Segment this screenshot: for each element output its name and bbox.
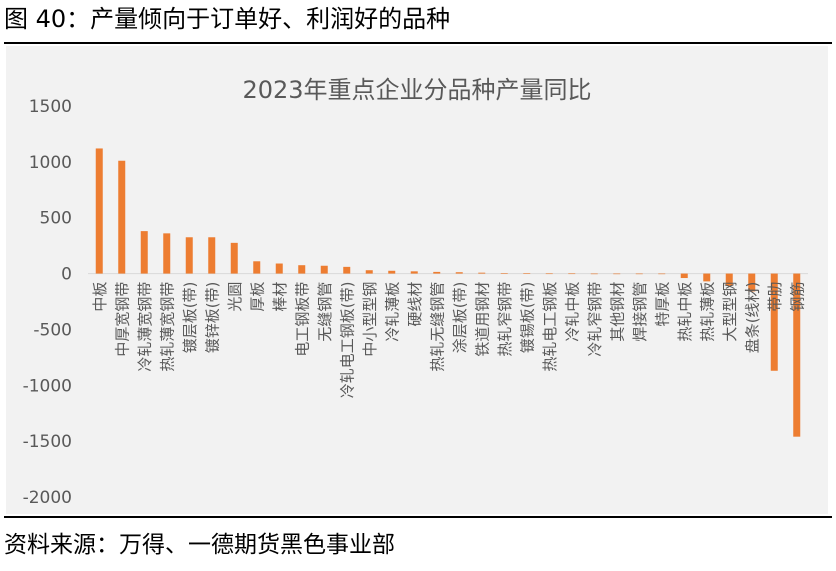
y-tick-label: -500 <box>33 320 72 340</box>
bottom-divider <box>4 516 832 518</box>
x-category-label: 镀锌板(带) <box>204 282 222 354</box>
x-category-label: 热轧薄板 <box>699 282 717 342</box>
bar <box>635 273 643 275</box>
y-tick-label: 1500 <box>29 97 72 117</box>
bar <box>208 237 216 274</box>
bar <box>410 271 418 274</box>
bar <box>433 271 441 274</box>
x-category-label: 其他钢材 <box>609 282 627 342</box>
x-category-label: 带肋 <box>766 282 784 312</box>
x-category-label: 焊接钢管 <box>631 282 649 342</box>
x-category-label: 无缝钢管 <box>316 282 334 342</box>
bar <box>455 272 463 274</box>
y-tick-label: 500 <box>40 209 72 229</box>
x-category-label: 热轧无缝钢管 <box>429 282 447 372</box>
x-category-label: 厚板 <box>249 282 267 312</box>
bar <box>613 273 621 275</box>
bar <box>680 273 688 279</box>
bar <box>523 273 531 274</box>
bar <box>163 233 171 274</box>
x-category-label: 电工钢板带 <box>294 282 312 357</box>
x-axis-labels: 中板 中厚宽钢带 冷轧薄宽钢带 热轧薄宽钢带 镀层板(带) 镀锌板(带) 光圆 厚板 棒材 电工钢… <box>91 282 807 399</box>
x-category-label: 镀层板(带) <box>181 282 199 354</box>
x-category-label: 特厚板 <box>654 282 672 327</box>
bar <box>748 273 756 292</box>
bar <box>365 270 373 274</box>
bar-series <box>95 148 801 437</box>
x-category-label: 冷轧电工钢板(带) <box>339 282 357 399</box>
x-category-label: 中板 <box>91 282 109 312</box>
bar <box>275 263 283 274</box>
x-category-label: 冷轧窄钢带 <box>586 282 604 357</box>
x-category-label: 热轧窄钢带 <box>496 282 514 357</box>
bar <box>590 273 598 275</box>
bar <box>230 242 238 274</box>
x-category-label: 镀锡板(带) <box>519 282 537 354</box>
source-note: 资料来源：万得、一德期货黑色事业部 <box>4 532 395 558</box>
bar <box>185 237 193 274</box>
bar <box>118 160 126 274</box>
bar <box>478 272 486 274</box>
figure-title: 图 40：产量倾向于订单好、利润好的品种 <box>4 5 451 33</box>
x-category-label: 棒材 <box>271 282 289 312</box>
y-tick-label: -1000 <box>23 376 72 396</box>
x-category-label: 钢筋 <box>789 282 807 312</box>
bar <box>320 265 328 274</box>
x-category-label: 热轧薄宽钢带 <box>159 282 177 372</box>
y-tick-label: -2000 <box>23 488 72 508</box>
bar <box>343 266 351 274</box>
x-category-label: 铁道用钢材 <box>474 282 492 357</box>
y-axis: 1500 1000 500 0 -500 -1000 -1500 -2000 <box>23 97 72 508</box>
bar <box>140 231 148 274</box>
bar <box>725 273 733 286</box>
x-category-label: 中厚宽钢带 <box>114 282 132 357</box>
y-tick-label: 0 <box>61 265 72 285</box>
x-category-label: 中小型型钢 <box>361 282 379 357</box>
chart-panel <box>6 46 828 514</box>
x-category-label: 光圆 <box>226 282 244 312</box>
bar <box>298 265 306 274</box>
x-category-label: 硬线材 <box>406 282 424 327</box>
top-divider <box>4 42 832 44</box>
bar <box>545 273 553 275</box>
chart-title: 2023年重点企业分品种产量同比 <box>242 76 591 104</box>
x-category-label: 热轧中板 <box>676 282 694 342</box>
x-category-label: 冷轧薄板 <box>384 282 402 342</box>
bar <box>568 273 576 275</box>
x-category-label: 盘条(线材) <box>744 282 762 354</box>
bar <box>95 148 103 274</box>
x-category-label: 大型型钢 <box>721 282 739 342</box>
bar <box>793 273 801 437</box>
y-tick-label: -1500 <box>23 432 72 452</box>
x-category-label: 冷轧中板 <box>564 282 582 342</box>
x-category-label: 涂层板(带) <box>451 282 469 354</box>
x-category-label: 冷轧薄宽钢带 <box>136 282 154 372</box>
bar <box>388 270 396 274</box>
bar <box>703 273 711 282</box>
bar <box>500 273 508 274</box>
x-category-label: 热轧电工钢板 <box>541 282 559 372</box>
bar <box>253 261 261 274</box>
y-tick-label: 1000 <box>29 153 72 173</box>
bar <box>658 273 666 275</box>
bar <box>770 273 778 371</box>
